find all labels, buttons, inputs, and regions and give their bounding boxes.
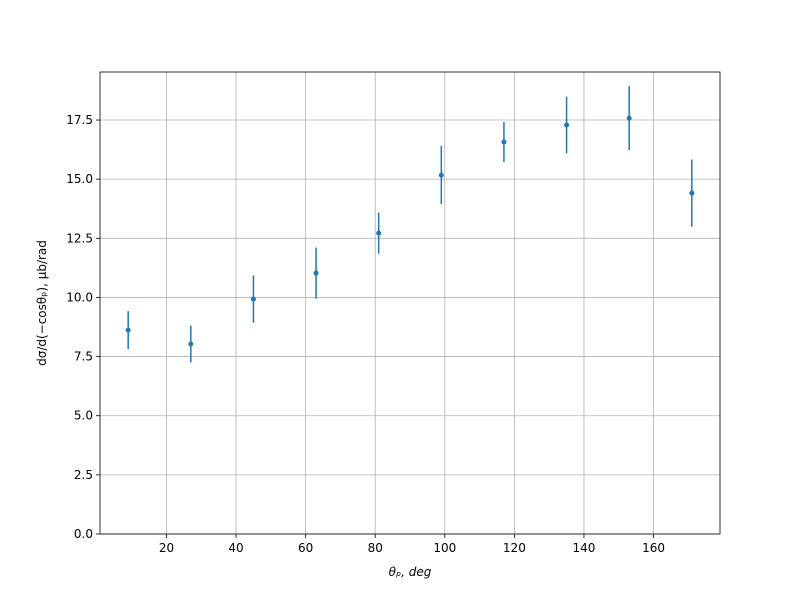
data-point xyxy=(626,115,632,121)
y-tick-label: 7.5 xyxy=(74,350,93,364)
x-tick-label: 20 xyxy=(159,541,174,555)
data-point xyxy=(689,190,695,196)
x-tick-label: 60 xyxy=(298,541,313,555)
data-point xyxy=(250,296,256,302)
y-tick-label: 2.5 xyxy=(74,468,93,482)
x-tick-label: 40 xyxy=(228,541,243,555)
y-tick-label: 5.0 xyxy=(74,409,93,423)
data-point xyxy=(125,327,131,333)
y-axis-label: dσ/d(−cosθₚ), μb/rad xyxy=(35,240,49,366)
data-point xyxy=(501,139,507,145)
data-point xyxy=(564,122,570,128)
x-tick-label: 100 xyxy=(433,541,456,555)
y-tick-label: 17.5 xyxy=(66,113,93,127)
x-tick-label: 160 xyxy=(642,541,665,555)
x-tick-label: 140 xyxy=(573,541,596,555)
x-axis-label: θₚ, deg xyxy=(389,565,432,579)
data-point xyxy=(438,172,444,178)
y-tick-label: 15.0 xyxy=(66,172,93,186)
y-tick-label: 12.5 xyxy=(66,231,93,245)
y-tick-label: 10.0 xyxy=(66,290,93,304)
x-tick-label: 80 xyxy=(368,541,383,555)
y-tick-label: 0.0 xyxy=(74,527,93,541)
data-point xyxy=(188,341,194,347)
data-point xyxy=(313,270,319,276)
plot-frame xyxy=(99,71,721,535)
x-tick-label: 120 xyxy=(503,541,526,555)
data-point xyxy=(376,230,382,236)
